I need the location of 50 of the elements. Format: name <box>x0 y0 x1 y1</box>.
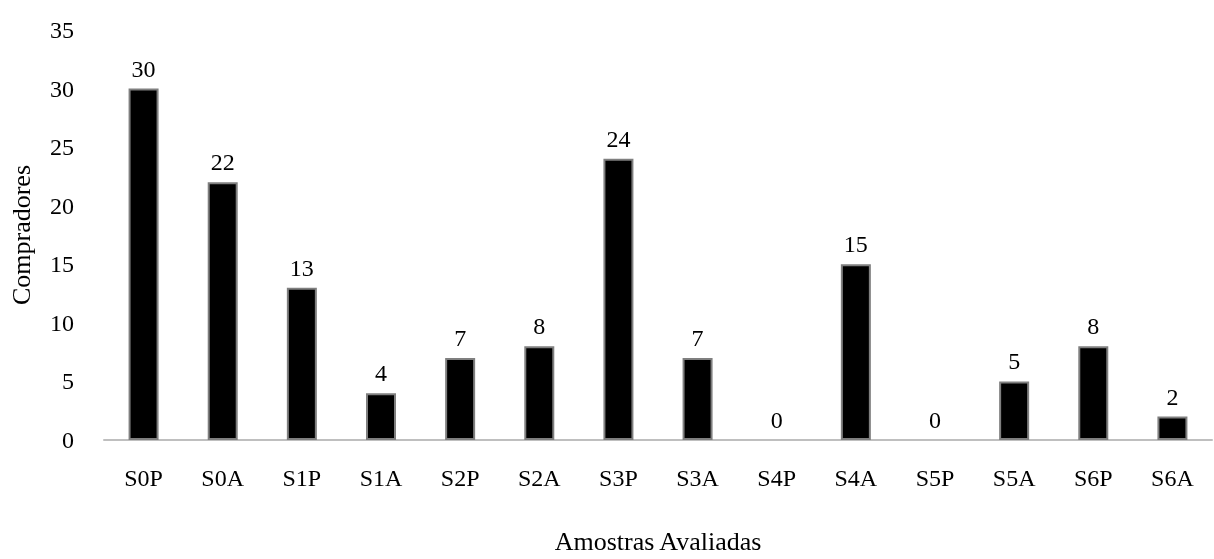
data-label: 7 <box>454 325 467 351</box>
y-tick-label: 5 <box>62 368 74 395</box>
x-tick-label: S4P <box>757 465 797 491</box>
y-tick-label: 35 <box>50 17 74 43</box>
bar <box>603 158 634 440</box>
data-label: 30 <box>131 55 156 82</box>
x-tick-label: S3A <box>676 465 720 491</box>
data-label: 4 <box>375 360 387 387</box>
x-tick-label: S1P <box>282 465 322 491</box>
x-axis-title: Amostras Avaliadas <box>554 526 762 556</box>
data-label: 24 <box>606 125 631 152</box>
data-label: 13 <box>289 254 314 281</box>
data-label: 15 <box>843 231 868 258</box>
bar <box>366 393 396 440</box>
x-tick-label: S5A <box>992 465 1037 491</box>
y-tick-label: 0 <box>62 427 74 453</box>
x-tick-label: S6A <box>1151 465 1195 491</box>
data-label: 8 <box>533 313 546 340</box>
y-tick-label: 20 <box>50 192 74 219</box>
data-label: 5 <box>1008 348 1021 375</box>
y-tick-label: 15 <box>50 251 74 278</box>
data-label: 0 <box>929 407 941 433</box>
bar <box>1078 346 1109 440</box>
bar <box>445 358 476 440</box>
x-tick-label: S0P <box>124 465 163 491</box>
y-axis-title: Compradores <box>6 164 36 306</box>
bar <box>207 182 238 440</box>
bar <box>524 346 555 440</box>
x-tick-label: S0A <box>201 465 245 491</box>
data-label: 22 <box>210 149 235 176</box>
x-tick-label: S1A <box>359 465 403 491</box>
x-tick-label: S6P <box>1073 465 1113 491</box>
y-tick-label: 30 <box>50 75 74 102</box>
bar <box>128 88 159 440</box>
x-tick-label: S2A <box>517 465 562 491</box>
x-tick-label: S5P <box>915 465 955 491</box>
x-tick-label: S2P <box>440 465 480 491</box>
data-label: 2 <box>1166 383 1179 410</box>
y-tick-label: 10 <box>50 309 74 336</box>
bar <box>999 381 1030 440</box>
data-label: 0 <box>770 407 783 433</box>
data-label: 7 <box>691 325 704 351</box>
x-tick-label: S3P <box>599 465 638 491</box>
bar <box>840 264 871 440</box>
bar <box>286 287 317 440</box>
bar <box>682 358 713 440</box>
x-tick-label: S4A <box>834 465 878 491</box>
data-label: 8 <box>1087 313 1100 340</box>
y-tick-label: 25 <box>50 134 74 161</box>
bar <box>1157 416 1188 440</box>
